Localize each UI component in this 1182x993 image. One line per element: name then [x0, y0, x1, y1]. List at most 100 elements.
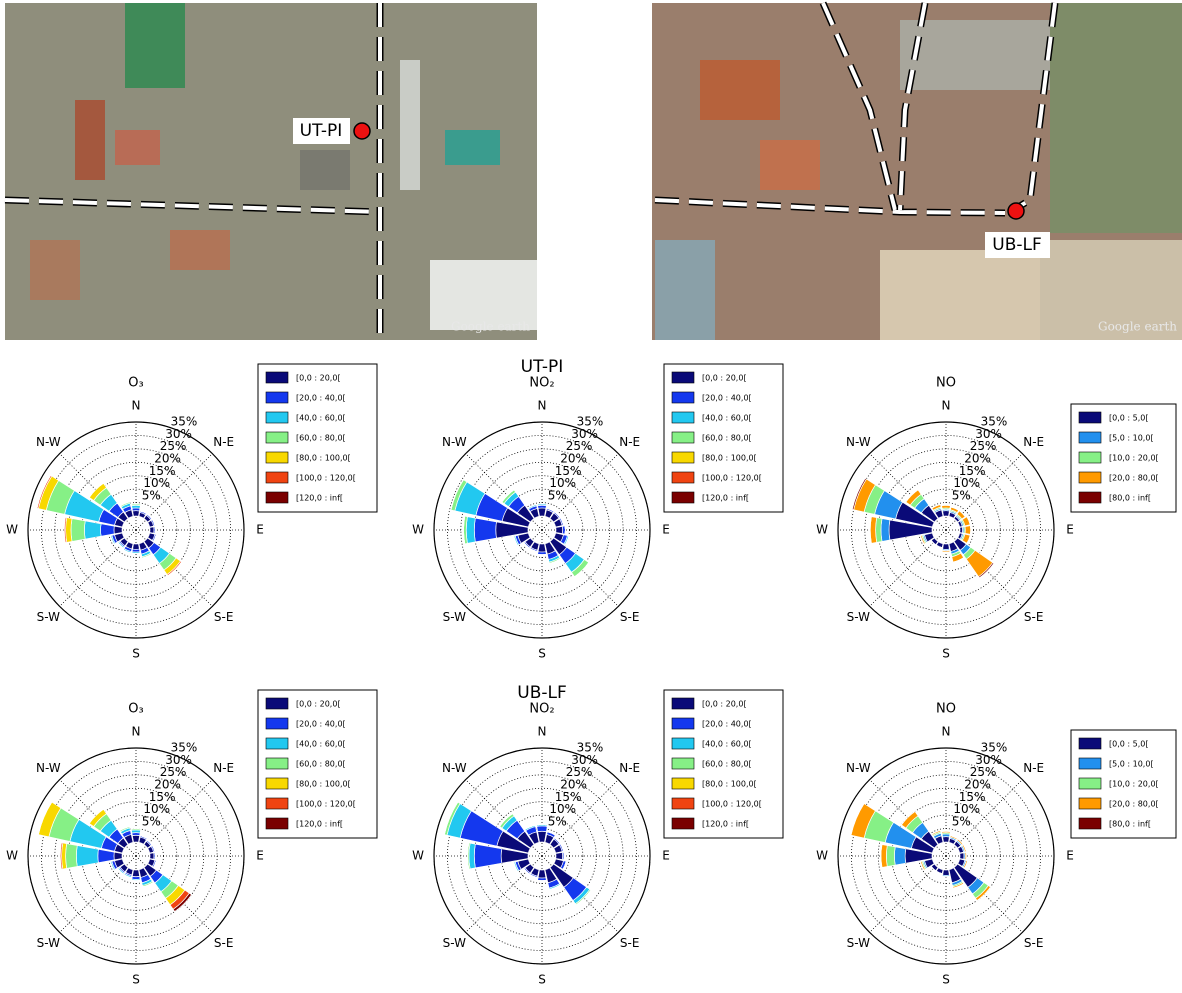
wedge — [66, 844, 78, 869]
direction-label: N — [538, 399, 547, 413]
windrose: 5%10%15%20%25%30%35%NN-EES-ESS-WWN-WNO₂U… — [412, 357, 670, 661]
direction-label: S-E — [214, 936, 234, 950]
wedge — [538, 508, 546, 516]
direction-label: W — [6, 849, 18, 863]
chart-title: UT-PI — [521, 357, 564, 377]
wedge — [943, 544, 950, 550]
wedge — [876, 518, 882, 543]
wedge — [538, 870, 546, 878]
legend-swatch — [266, 738, 288, 749]
direction-label: N — [132, 399, 141, 413]
r-tick-label: 30% — [975, 427, 1002, 441]
wedge — [133, 544, 140, 550]
direction-label: W — [816, 523, 828, 537]
r-tick-label: 35% — [981, 415, 1008, 429]
legend-label: [60,0 : 80,0[ — [702, 760, 752, 769]
direction-label: N-E — [1023, 761, 1044, 775]
windrose: 5%10%15%20%25%30%35%NN-EES-ESS-WWN-WO₃ — [6, 376, 264, 661]
r-tick-label: 10% — [143, 802, 170, 816]
r-tick-label: 5% — [952, 814, 971, 828]
direction-label: S — [132, 973, 140, 987]
r-tick-label: 10% — [953, 802, 980, 816]
chart-subtitle: NO — [936, 376, 956, 391]
wedge — [870, 517, 876, 544]
direction-label: S-W — [443, 610, 466, 624]
legend-swatch — [672, 452, 694, 463]
legend-label: [60,0 : 80,0[ — [702, 434, 752, 443]
legend-label: [80,0 : inf[ — [1109, 494, 1151, 503]
legend-swatch — [266, 392, 288, 403]
legend-label: [100,0 : 120,0[ — [702, 800, 762, 809]
legend-swatch — [1079, 798, 1101, 809]
wedge — [474, 518, 496, 542]
r-tick-label: 35% — [577, 415, 604, 429]
wedge — [150, 853, 154, 859]
direction-label: E — [1066, 849, 1074, 863]
r-tick-label: 30% — [975, 753, 1002, 767]
wedge — [881, 519, 890, 542]
legend-label: [80,0 : 100,0[ — [296, 454, 351, 463]
direction-label: S-W — [847, 610, 870, 624]
legend-label: [5,0 : 10,0[ — [1109, 434, 1154, 443]
legend-label: [0,0 : 5,0[ — [1109, 740, 1148, 749]
legend-swatch — [266, 372, 288, 383]
direction-label: S-E — [214, 610, 234, 624]
legend-swatch — [1079, 452, 1101, 463]
r-tick-label: 10% — [549, 476, 576, 490]
wedge — [150, 527, 154, 533]
direction-label: S — [132, 647, 140, 661]
wedge — [76, 846, 98, 867]
direction-label: E — [662, 849, 670, 863]
legend-label: [5,0 : 10,0[ — [1109, 760, 1154, 769]
r-tick-label: 20% — [560, 452, 587, 466]
wedge — [84, 521, 101, 539]
direction-label: S — [538, 647, 546, 661]
direction-label: S-E — [1024, 610, 1044, 624]
watermark: Google earth — [451, 320, 530, 334]
r-tick-label: 15% — [555, 790, 582, 804]
wedge — [133, 511, 140, 517]
direction-label: S — [538, 973, 546, 987]
direction-label: N-W — [36, 435, 61, 449]
legend-swatch — [672, 372, 694, 383]
direction-label: N-W — [846, 761, 871, 775]
legend-label: [20,0 : 40,0[ — [702, 394, 752, 403]
r-tick-label: 5% — [142, 814, 161, 828]
r-tick-label: 5% — [548, 488, 567, 502]
legend-label: [80,0 : 100,0[ — [296, 780, 351, 789]
direction-label: N — [942, 399, 951, 413]
legend-label: [80,0 : 100,0[ — [702, 454, 757, 463]
wedge — [474, 844, 501, 868]
wedge — [114, 526, 122, 534]
legend-label: [0,0 : 20,0[ — [702, 374, 747, 383]
legend-label: [40,0 : 60,0[ — [296, 414, 346, 423]
legend-swatch — [266, 718, 288, 729]
legend-swatch — [672, 698, 694, 709]
legend-label: [100,0 : 120,0[ — [702, 474, 762, 483]
r-tick-label: 15% — [555, 464, 582, 478]
chart-subtitle: NO₂ — [529, 702, 554, 717]
r-tick-label: 15% — [959, 790, 986, 804]
legend-swatch — [266, 452, 288, 463]
legend-label: [10,0 : 20,0[ — [1109, 780, 1159, 789]
wedge — [538, 544, 546, 552]
wedge — [965, 526, 971, 535]
legend: [0,0 : 20,0[[20,0 : 40,0[[40,0 : 60,0[[6… — [258, 364, 377, 512]
legend-swatch — [266, 698, 288, 709]
direction-label: N — [132, 725, 141, 739]
direction-label: W — [816, 849, 828, 863]
direction-label: N — [942, 725, 951, 739]
legend-label: [40,0 : 60,0[ — [702, 740, 752, 749]
legend-swatch — [672, 798, 694, 809]
r-tick-label: 25% — [566, 765, 593, 779]
direction-label: N-W — [442, 435, 467, 449]
wedge — [469, 843, 475, 869]
wedge — [943, 511, 950, 517]
legend-label: [100,0 : 120,0[ — [296, 474, 356, 483]
legend-swatch — [266, 472, 288, 483]
wedge — [886, 846, 895, 867]
windrose: 5%10%15%20%25%30%35%NN-EES-ESS-WWN-WNO — [816, 376, 1074, 661]
wedge — [114, 852, 122, 860]
wedge — [132, 870, 139, 877]
chart-subtitle: NO₂ — [529, 376, 554, 391]
